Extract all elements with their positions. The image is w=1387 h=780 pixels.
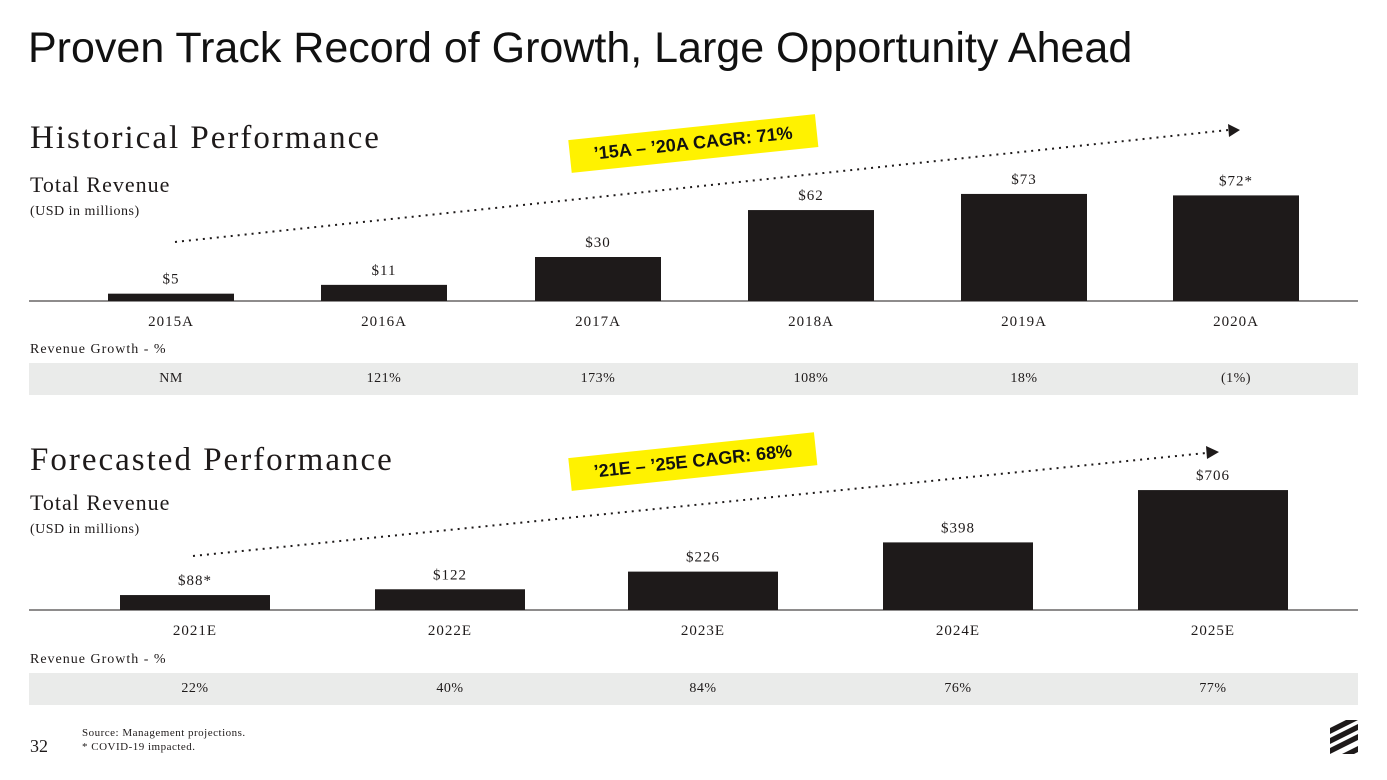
forecast-arrowhead-icon bbox=[1206, 446, 1219, 459]
historical-tick-label-2016A: 2016A bbox=[361, 314, 407, 330]
historical-growth-label: Revenue Growth - % bbox=[30, 342, 167, 357]
layered-stripes-logo-icon bbox=[1330, 720, 1358, 754]
forecast-revenue-chart: $88* 2021E $122 2022E $226 2023E $398 2024E $706… bbox=[29, 446, 1358, 639]
forecast-tick-label-2021E: 2021E bbox=[173, 623, 217, 639]
forecast-section-title: Forecasted Performance bbox=[30, 442, 394, 478]
forecast-bar-2023E bbox=[628, 571, 778, 610]
historical-bar-2016A bbox=[321, 284, 447, 301]
forecast-bar-2024E bbox=[883, 542, 1033, 610]
historical-data-label-2018A: $62 bbox=[798, 188, 824, 204]
historical-data-label-2020A: $72* bbox=[1219, 173, 1253, 189]
historical-bar-2018A bbox=[748, 210, 874, 301]
historical-data-label-2015A: $5 bbox=[163, 272, 180, 288]
forecast-tick-label-2024E: 2024E bbox=[936, 623, 980, 639]
forecast-bar-2022E bbox=[375, 589, 525, 610]
historical-tick-label-2015A: 2015A bbox=[148, 314, 194, 330]
historical-tick-label-2019A: 2019A bbox=[1001, 314, 1047, 330]
historical-bar-2015A bbox=[108, 293, 234, 301]
forecast-growth-cell: 76% bbox=[944, 681, 972, 696]
historical-growth-cell: (1%) bbox=[1221, 371, 1251, 386]
forecast-bar-2025E bbox=[1138, 490, 1288, 610]
forecast-tick-label-2022E: 2022E bbox=[428, 623, 472, 639]
historical-tick-label-2020A: 2020A bbox=[1213, 314, 1259, 330]
forecast-growth-cell: 84% bbox=[689, 681, 717, 696]
historical-bar-2020A bbox=[1173, 195, 1299, 301]
historical-tick-label-2017A: 2017A bbox=[575, 314, 621, 330]
forecast-growth-cell: 40% bbox=[436, 681, 464, 696]
page-title: Proven Track Record of Growth, Large Opp… bbox=[28, 24, 1133, 72]
forecast-data-label-2024E: $398 bbox=[941, 520, 975, 536]
historical-growth-cell: 173% bbox=[580, 371, 616, 386]
historical-bar-2019A bbox=[961, 193, 1087, 301]
forecast-subtitle: Total Revenue bbox=[30, 490, 171, 515]
forecast-data-label-2021E: $88* bbox=[178, 573, 212, 589]
footnote-covid: * COVID-19 impacted. bbox=[82, 741, 196, 753]
historical-units: (USD in millions) bbox=[30, 204, 140, 219]
page-number: 32 bbox=[30, 736, 48, 756]
historical-revenue-chart: $5 2015A $11 2016A $30 2017A $62 2018A $73 2019A $… bbox=[29, 124, 1358, 330]
forecast-growth-cell: 22% bbox=[181, 681, 209, 696]
forecast-units: (USD in millions) bbox=[30, 522, 140, 537]
historical-tick-label-2018A: 2018A bbox=[788, 314, 834, 330]
forecast-tick-label-2023E: 2023E bbox=[681, 623, 725, 639]
forecast-trend-arrow-icon bbox=[192, 452, 1207, 557]
historical-growth-band: NM 121% 173% 108% 18% (1%) bbox=[29, 363, 1358, 395]
historical-growth-cell: 108% bbox=[793, 371, 829, 386]
forecast-data-label-2022E: $122 bbox=[433, 567, 467, 583]
footnote-source: Source: Management projections. bbox=[82, 727, 246, 739]
historical-growth-cell: NM bbox=[159, 371, 183, 386]
historical-trend-arrow-icon bbox=[174, 129, 1229, 243]
historical-subtitle: Total Revenue bbox=[30, 172, 171, 197]
historical-bar-2017A bbox=[535, 257, 661, 301]
forecast-data-label-2025E: $706 bbox=[1196, 468, 1230, 484]
historical-data-label-2019A: $73 bbox=[1011, 172, 1037, 188]
forecast-data-label-2023E: $226 bbox=[686, 550, 720, 566]
historical-data-label-2017A: $30 bbox=[585, 235, 611, 251]
forecast-bar-2021E bbox=[120, 595, 270, 610]
forecast-growth-cell: 77% bbox=[1199, 681, 1227, 696]
historical-arrowhead-icon bbox=[1228, 124, 1240, 137]
historical-growth-cell: 18% bbox=[1010, 371, 1038, 386]
forecast-tick-label-2025E: 2025E bbox=[1191, 623, 1235, 639]
historical-growth-cell: 121% bbox=[366, 371, 402, 386]
historical-data-label-2016A: $11 bbox=[372, 263, 397, 279]
forecast-growth-label: Revenue Growth - % bbox=[30, 652, 167, 667]
historical-section-title: Historical Performance bbox=[30, 120, 381, 156]
forecast-growth-band: 22% 40% 84% 76% 77% bbox=[29, 673, 1358, 705]
